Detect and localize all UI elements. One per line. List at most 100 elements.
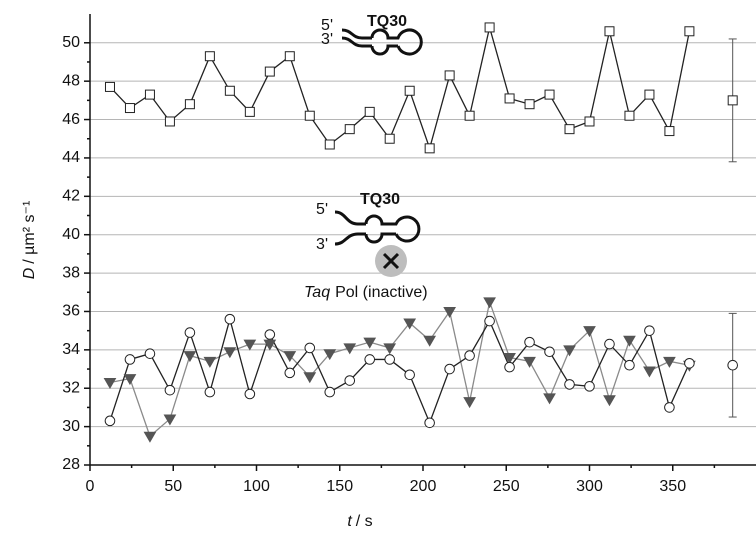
triangle-marker — [383, 343, 397, 355]
circle-marker — [504, 361, 515, 373]
triangle-marker — [223, 347, 237, 359]
series-line — [109, 316, 690, 425]
triangle-marker — [443, 306, 457, 318]
y-label-unit: / µm² s⁻¹ — [21, 201, 38, 264]
triangle-marker — [183, 351, 197, 363]
square-marker — [264, 66, 275, 77]
x-label-unit: / s — [356, 513, 373, 530]
y-tick-label: 28 — [62, 456, 80, 473]
circle-marker — [464, 350, 475, 361]
square-marker — [424, 143, 435, 154]
triangle-marker — [343, 343, 357, 355]
x-tick-label: 100 — [243, 478, 270, 495]
circle-marker — [404, 369, 415, 381]
square-marker — [244, 106, 255, 117]
series-line — [109, 299, 690, 438]
annotation: TQ30 — [360, 191, 400, 208]
annotation-text: Pol (inactive) — [335, 284, 427, 301]
circle-marker — [524, 336, 535, 348]
square-marker — [464, 110, 475, 121]
square-marker — [544, 89, 555, 100]
square-marker — [524, 99, 535, 110]
circle-marker — [184, 327, 196, 338]
triangle-marker — [203, 356, 217, 368]
circle-marker — [284, 367, 296, 379]
circle-marker — [344, 375, 356, 386]
square-marker — [727, 95, 738, 106]
circle-marker — [324, 386, 336, 398]
circle-marker — [564, 379, 575, 390]
triangle-marker — [163, 414, 177, 426]
triangle-marker — [583, 326, 596, 338]
square-marker — [384, 133, 395, 144]
circle-marker — [484, 315, 495, 327]
hairpin-icon-top — [341, 28, 423, 56]
square-marker — [344, 124, 355, 135]
annotation: Taq Pol (inactive) — [304, 284, 428, 301]
circle-marker — [727, 359, 738, 371]
triangle-marker — [243, 339, 257, 351]
annotation: TQ30 — [367, 13, 407, 30]
circle-marker — [364, 354, 376, 365]
triangle-marker — [543, 393, 556, 405]
square-marker — [104, 81, 115, 92]
y-tick-label: 42 — [62, 188, 80, 205]
square-marker — [484, 22, 495, 33]
square-marker — [184, 99, 195, 110]
square-marker — [324, 139, 335, 150]
square-marker — [124, 103, 135, 114]
triangle-marker — [423, 335, 437, 347]
x-tick-label: 350 — [659, 478, 686, 495]
square-marker — [644, 89, 655, 100]
y-tick-label: 34 — [62, 341, 80, 358]
circle-marker — [544, 346, 555, 358]
y-tick-label: 32 — [62, 379, 80, 396]
triangle-marker — [643, 366, 656, 378]
triangle-marker — [563, 345, 576, 357]
triangle-marker — [303, 372, 317, 384]
circle-marker — [304, 342, 316, 354]
y-tick-label: 46 — [62, 111, 80, 128]
x-label-symbol: t — [347, 513, 352, 530]
triangle-marker — [363, 337, 377, 349]
y-axis-label: D / µm² s⁻¹ — [21, 201, 38, 280]
circle-marker — [424, 417, 435, 429]
square-marker — [304, 110, 315, 121]
y-tick-label: 38 — [62, 264, 80, 281]
square-marker — [224, 85, 235, 96]
grid — [90, 42, 756, 466]
square-marker — [664, 126, 675, 137]
square-marker — [584, 116, 595, 127]
triangle-marker — [103, 377, 117, 389]
x-tick-label: 0 — [86, 478, 95, 495]
circle-marker — [644, 325, 655, 336]
circle-marker — [604, 338, 615, 350]
triangle-marker — [483, 297, 496, 309]
x-tick-label: 250 — [493, 478, 520, 495]
triangle-marker — [503, 353, 516, 365]
protein-cross — [382, 252, 400, 270]
square-marker — [684, 26, 695, 37]
y-tick-label: 44 — [62, 149, 80, 166]
square-marker — [404, 85, 415, 96]
circle-marker — [624, 359, 635, 371]
square-marker — [604, 26, 615, 37]
y-tick-label: 36 — [62, 303, 80, 320]
circle-marker — [664, 402, 675, 413]
square-marker — [164, 116, 175, 127]
circle-marker — [204, 386, 216, 398]
x-tick-label: 300 — [576, 478, 603, 495]
annotation: 5' — [321, 17, 333, 34]
square-marker — [144, 89, 155, 100]
y-tick-label: 40 — [62, 226, 80, 243]
y-tick-label: 50 — [62, 34, 80, 51]
triangle-marker — [623, 335, 636, 347]
hairpin-icon-bottom — [334, 210, 421, 246]
y-tick-label: 30 — [62, 418, 80, 435]
annotation: 5' — [316, 201, 328, 218]
circle-marker — [684, 357, 695, 369]
circle-marker — [124, 354, 136, 365]
annotation: 3' — [316, 236, 328, 253]
series-line — [109, 27, 691, 151]
